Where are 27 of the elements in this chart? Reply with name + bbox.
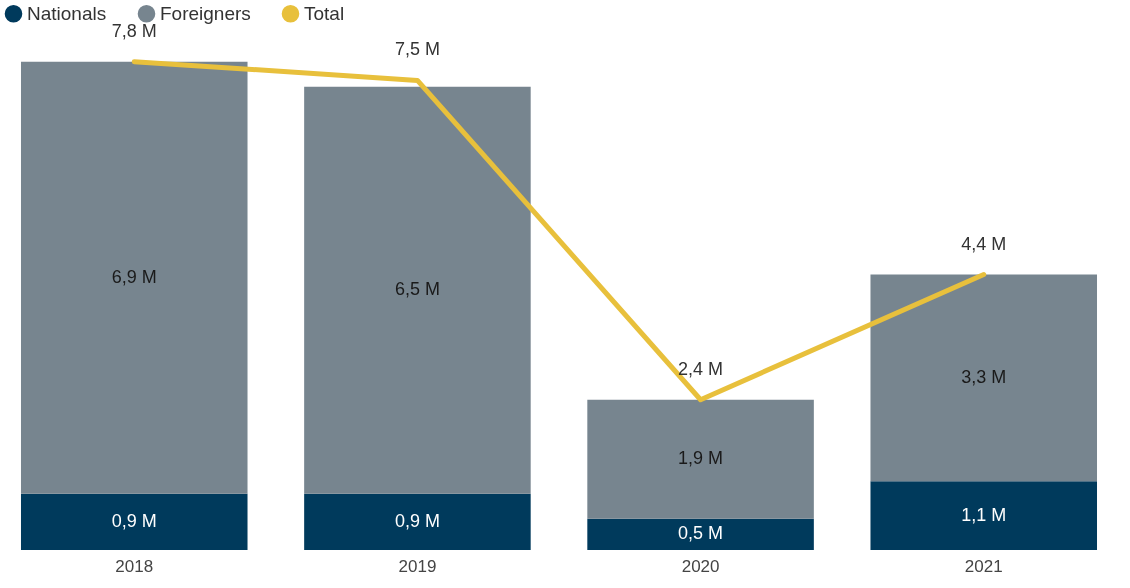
legend-label: Total xyxy=(304,2,345,24)
bar xyxy=(870,274,1098,482)
bar xyxy=(304,86,531,494)
bar xyxy=(870,481,1098,550)
data-label: 0,9 M xyxy=(394,510,440,531)
legend-label: Nationals xyxy=(27,2,107,24)
x-tick-label: 2019 xyxy=(398,556,437,576)
x-tick-label: 2020 xyxy=(681,556,720,576)
data-label: 6,9 M xyxy=(111,266,157,287)
data-label: 7,5 M xyxy=(394,39,440,60)
data-label: 2,4 M xyxy=(678,358,724,379)
data-label: 3,3 M xyxy=(961,366,1007,387)
bar xyxy=(587,399,814,519)
bar xyxy=(20,61,248,494)
legend-label: Foreigners xyxy=(160,2,251,24)
bar xyxy=(20,493,248,550)
data-label: 4,4 M xyxy=(961,233,1007,254)
data-label: 7,8 M xyxy=(111,20,157,41)
data-label: 0,9 M xyxy=(111,510,157,531)
data-label: 1,9 M xyxy=(678,448,724,469)
data-label: 6,5 M xyxy=(394,279,440,300)
bar xyxy=(304,493,531,550)
x-tick-label: 2021 xyxy=(964,556,1003,576)
data-label: 0,5 M xyxy=(678,523,724,544)
bar xyxy=(587,518,814,550)
data-label: 1,1 M xyxy=(961,504,1007,525)
x-tick-label: 2018 xyxy=(115,556,154,576)
